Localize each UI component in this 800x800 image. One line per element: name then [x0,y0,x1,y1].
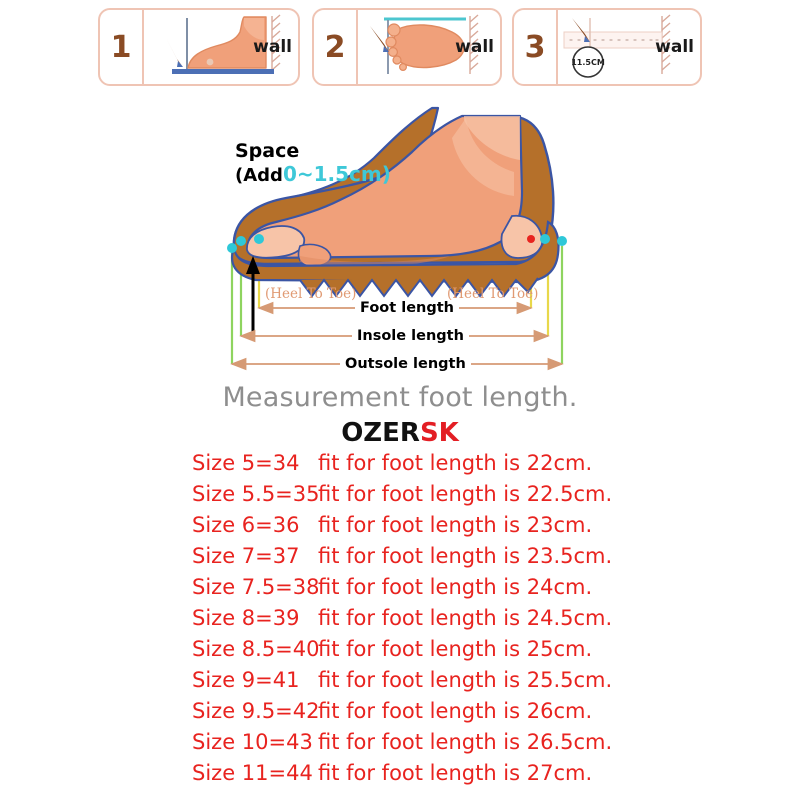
dot-foot-heel [527,235,535,243]
size-row: Size 7.5=38 fit for foot length is 24cm. [0,572,800,603]
outsole-length-label: Outsole length [340,356,471,372]
space-note-line1: Space [235,140,300,162]
step-number-1: 1 [100,10,144,84]
foot-skin [246,114,524,260]
ankle-highlight [452,118,514,196]
size-fit-text: fit for foot length is 27cm. [318,761,593,785]
size-label: Size 7=37 [192,544,300,568]
foot-measurement-diagram: Space (Add0~1.5cm) (Heel To Toe) (Heel T… [0,96,800,386]
size-conversion-list: Size 5=34 fit for foot length is 22cm. Si… [0,448,800,789]
size-fit-text: fit for foot length is 23cm. [318,513,593,537]
size-fit-text: fit for foot length is 22.5cm. [318,482,613,506]
step-illustration-1: wall [144,10,298,84]
space-note-line2-black: (Add [235,165,283,186]
brand-text-accent: SK [419,418,459,448]
measurement-steps-strip: 1 [0,0,800,96]
size-row: Size 9.5=42 fit for foot length is 26cm. [0,696,800,727]
heel-to-toe-label-left: (Heel To Toe) [265,286,357,302]
sole-shading [300,256,450,267]
size-label: Size 8=39 [192,606,300,630]
size-row: Size 8.5=40 fit for foot length is 25cm. [0,634,800,665]
size-fit-text: fit for foot length is 25.5cm. [318,668,613,692]
dot-insole-toe [236,236,246,246]
step-1-wall-label: wall [253,37,292,57]
insole-length-label: Insole length [352,328,469,344]
size-label: Size 9.5=42 [192,699,320,723]
ruler-measure-icon: 11.5CM [563,14,671,78]
size-fit-text: fit for foot length is 23.5cm. [318,544,613,568]
side-foot-against-wall-icon [166,14,281,74]
space-note-line2-value: 0~1.5cm) [282,162,391,186]
size-row: Size 10=43 fit for foot length is 26.5cm. [0,727,800,758]
step-2-wall-label: wall [455,37,494,57]
foot-length-label: Foot length [355,300,459,316]
size-row: Size 7=37 fit for foot length is 23.5cm. [0,541,800,572]
dot-insole-heel [540,234,550,244]
sole-tread [299,277,539,298]
size-row: Size 5.5=35 fit for foot length is 22.5cm… [0,479,800,510]
step-number-2: 2 [314,10,358,84]
dot-outsole-heel [557,236,567,246]
size-label: Size 8.5=40 [192,637,320,661]
size-label: Size 5=34 [192,451,300,475]
size-row: Size 5=34 fit for foot length is 22cm. [0,448,800,479]
step-panel-2: 2 [312,8,502,86]
size-label: Size 9=41 [192,668,300,692]
step-illustration-3: 11.5CM wall [558,10,700,84]
measurement-dots [227,234,567,253]
size-fit-text: fit for foot length is 24.5cm. [318,606,613,630]
size-fit-text: fit for foot length is 24cm. [318,575,593,599]
dot-foot-toe [254,234,264,244]
dot-outsole-toe [227,243,237,253]
size-row: Size 11=44 fit for foot length is 27cm. [0,758,800,789]
space-note: Space (Add0~1.5cm) [235,140,391,186]
size-row: Size 6=36 fit for foot length is 23cm. [0,510,800,541]
big-toe [246,225,306,259]
size-label: Size 6=36 [192,513,300,537]
leg-highlight [464,116,520,160]
top-foot-against-wall-icon [370,14,479,74]
step-number-3: 3 [514,10,558,84]
space-arrow [246,256,260,336]
step-panel-1: 1 [98,8,300,86]
size-label: Size 7.5=38 [192,575,320,599]
size-row: Size 9=41 fit for foot length is 25.5cm. [0,665,800,696]
size-fit-text: fit for foot length is 26.5cm. [318,730,613,754]
size-label: Size 10=43 [192,730,313,754]
size-fit-text: fit for foot length is 26cm. [318,699,593,723]
brand-logo: OZERSK [0,418,800,448]
size-row: Size 8=39 fit for foot length is 24.5cm. [0,603,800,634]
size-fit-text: fit for foot length is 22cm. [318,451,593,475]
size-fit-text: fit for foot length is 25cm. [318,637,593,661]
step-illustration-2: wall [358,10,500,84]
step-3-wall-label: wall [655,37,694,57]
heel-to-toe-label-right: (Heel To Toe) [447,286,539,302]
step-panel-3: 3 [512,8,702,86]
size-label: Size 11=44 [192,761,313,785]
brand-text-primary: OZER [341,418,420,448]
size-label: Size 5.5=35 [192,482,320,506]
page-title: Measurement foot length. [222,382,578,413]
ruler-value-text: 11.5CM [571,58,605,67]
